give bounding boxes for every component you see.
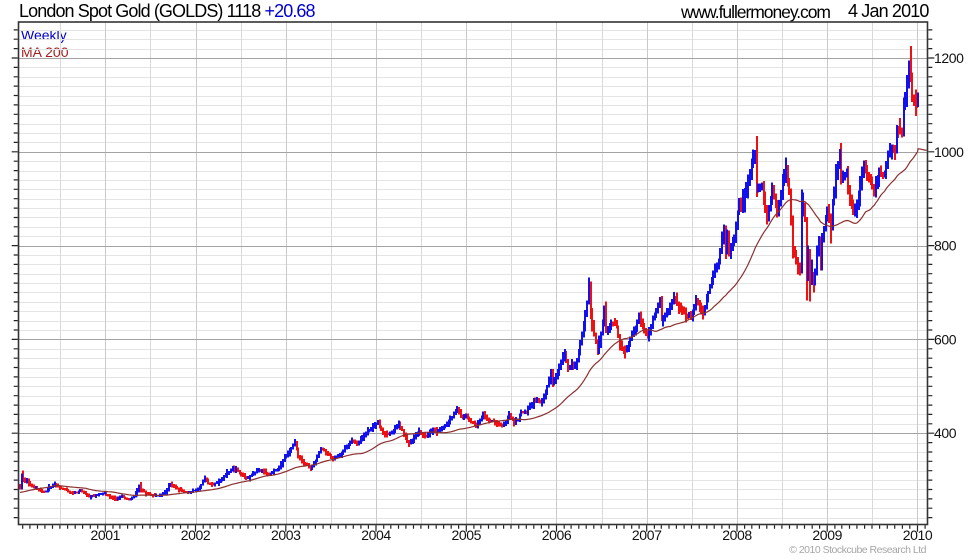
svg-text:2008: 2008: [722, 527, 752, 543]
svg-text:2003: 2003: [271, 527, 301, 543]
svg-text:800: 800: [934, 238, 957, 254]
svg-text:2005: 2005: [452, 527, 482, 543]
svg-text:2010: 2010: [903, 527, 933, 543]
svg-text:1200: 1200: [934, 50, 964, 66]
svg-text:2007: 2007: [632, 527, 662, 543]
svg-text:2004: 2004: [361, 527, 391, 543]
svg-text:2009: 2009: [812, 527, 842, 543]
svg-text:2006: 2006: [542, 527, 572, 543]
svg-text:400: 400: [934, 425, 957, 441]
svg-text:600: 600: [934, 331, 957, 347]
svg-text:1000: 1000: [934, 144, 964, 160]
svg-text:2001: 2001: [91, 527, 121, 543]
svg-text:2002: 2002: [181, 527, 211, 543]
